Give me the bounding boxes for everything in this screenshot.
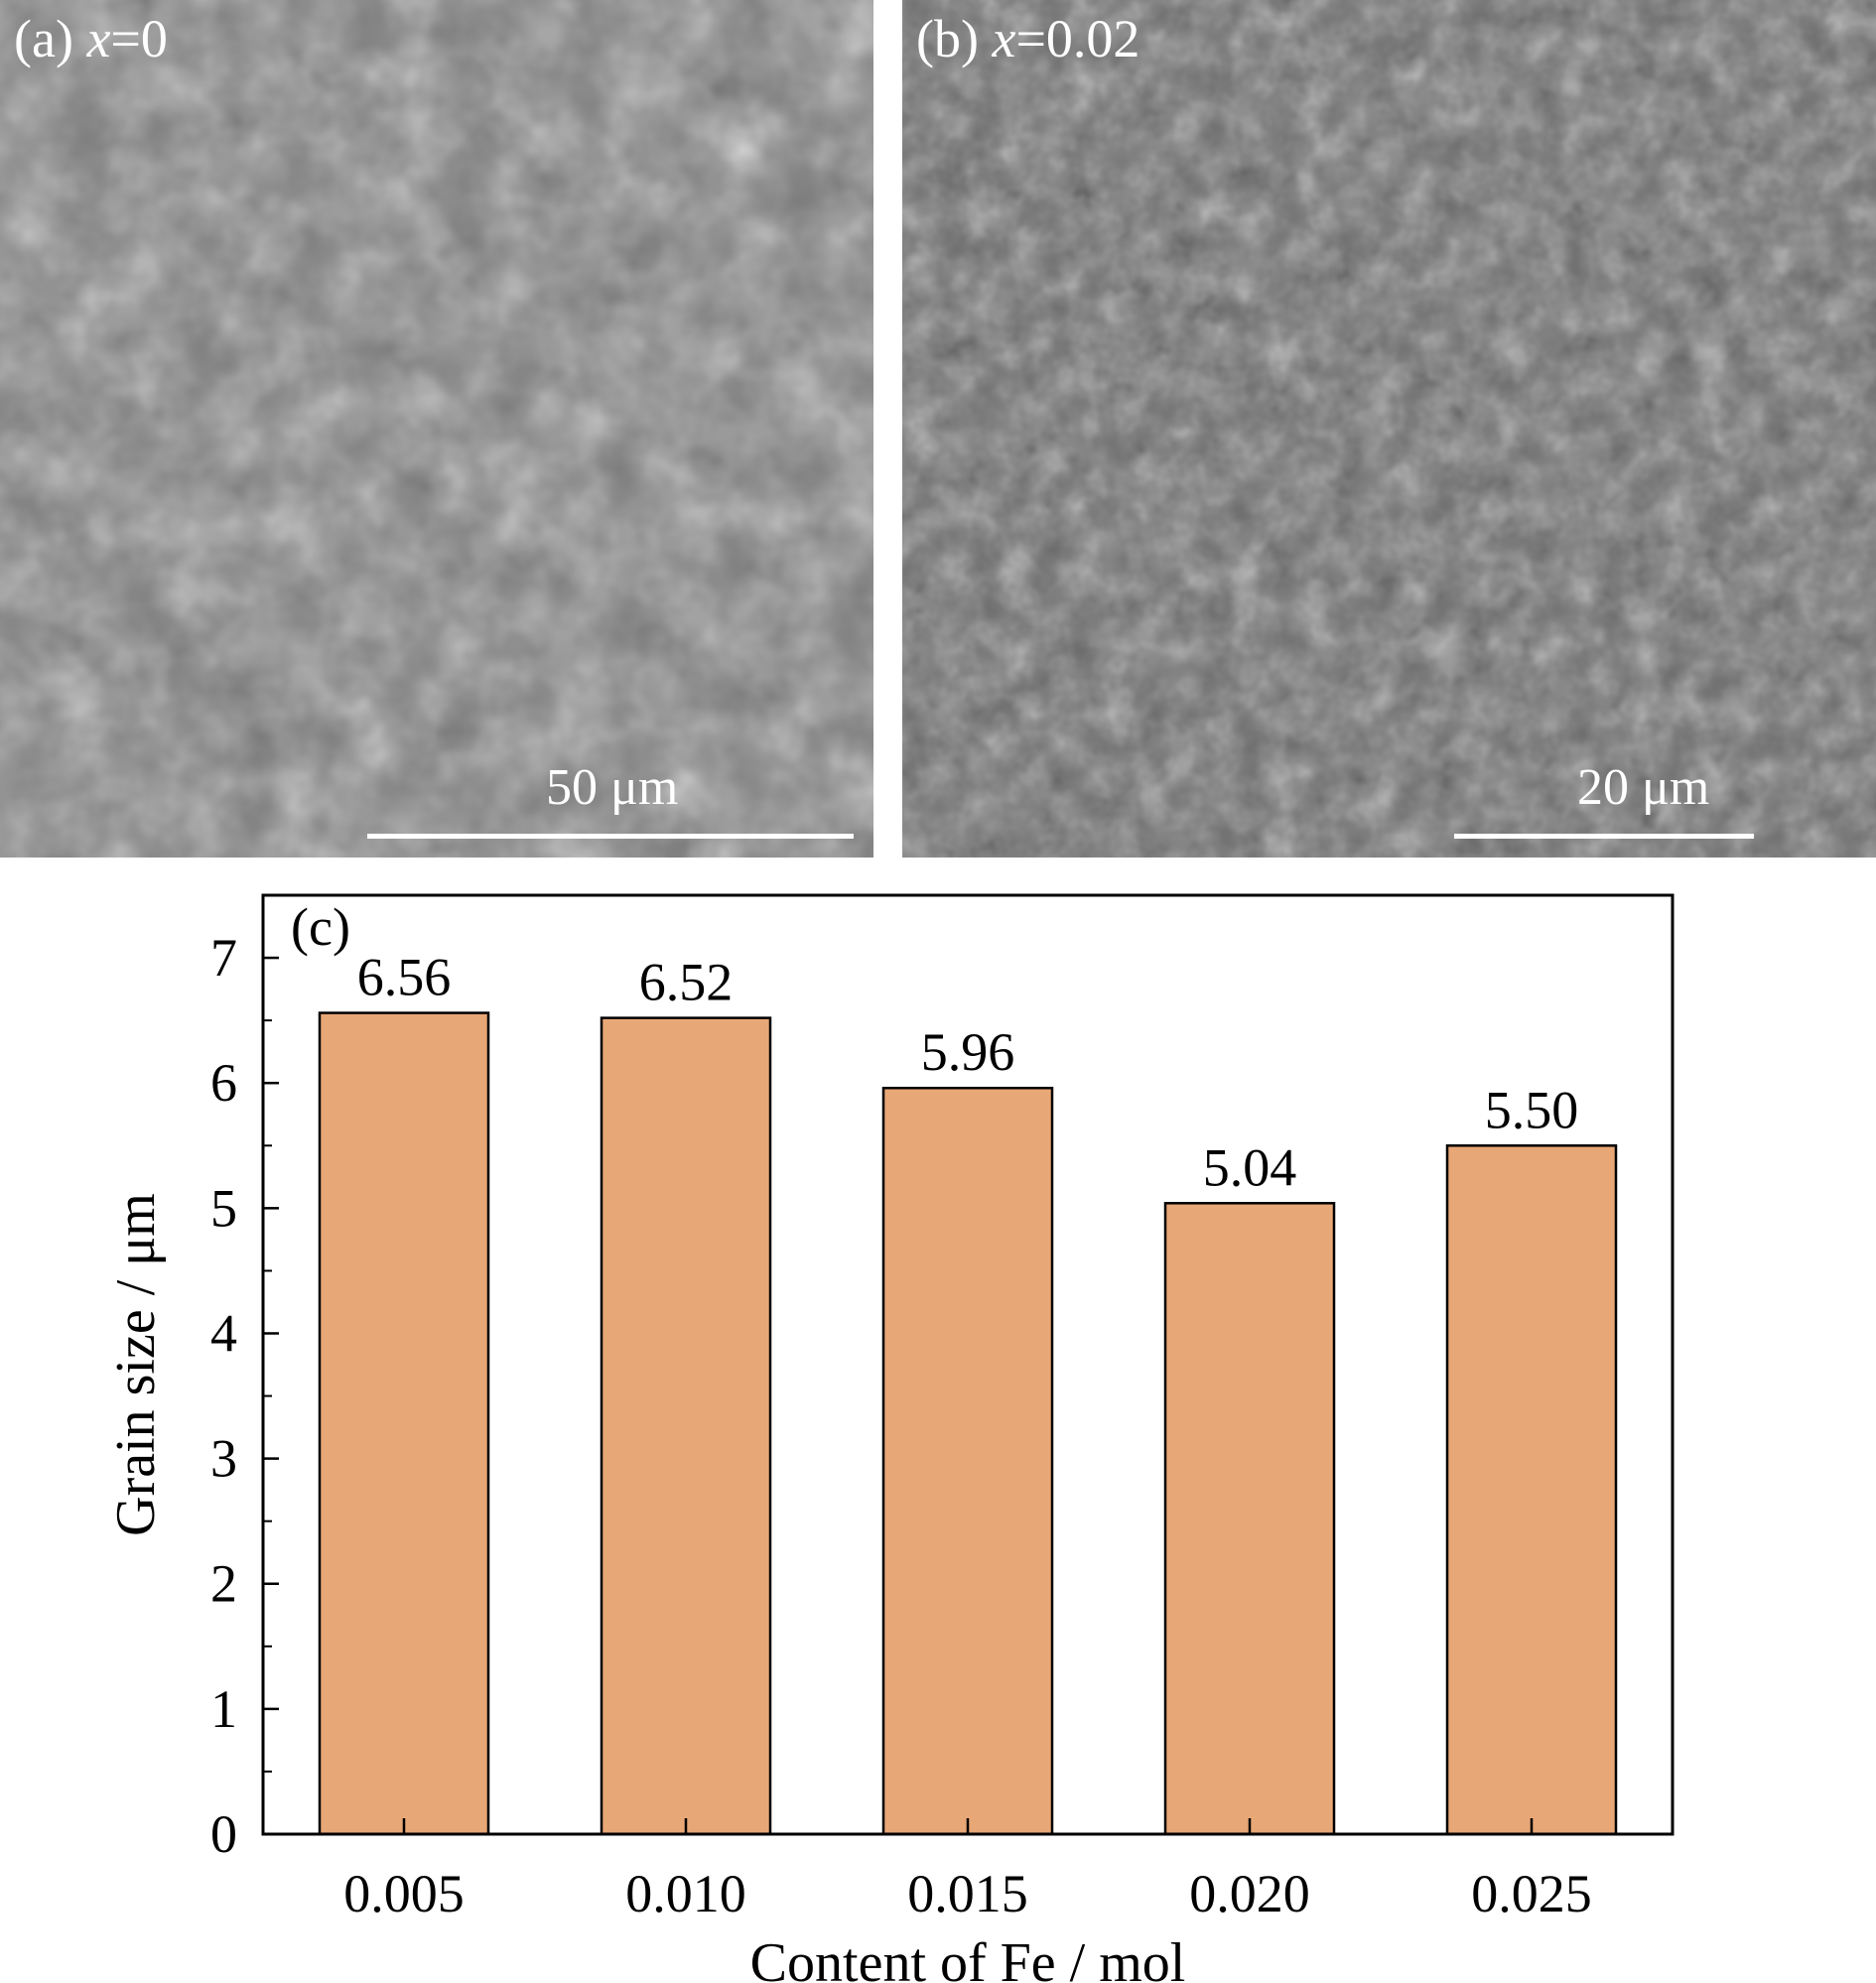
y-tick-label-4: 4 <box>210 1303 237 1363</box>
y-tick-label-7: 7 <box>210 928 237 988</box>
y-tick-label-1: 1 <box>210 1679 237 1739</box>
sem-image-b: (b) x=0.02 20 μm <box>902 0 1876 858</box>
bar-0.020 <box>1163 1202 1336 1836</box>
data-label-0.005: 6.56 <box>357 948 452 1007</box>
bar-0.010 <box>600 1016 772 1836</box>
panel-label-b: (b) x=0.02 <box>916 9 1140 68</box>
bar-series <box>318 1011 1618 1836</box>
chart-text: 6.56 0.005 6.52 0.010 5.96 0.015 5.04 0.020 5.50… <box>105 897 1592 1983</box>
y-tick-label-0: 0 <box>210 1804 237 1864</box>
panel-label-a: (a) x=0 <box>14 9 168 68</box>
y-tick-label-6: 6 <box>210 1053 237 1113</box>
scale-bar-label-a: 50 μm <box>546 759 679 816</box>
grain-size-chart: 6.56 0.005 6.52 0.010 5.96 0.015 5.04 0.020 5.50… <box>105 893 1675 1983</box>
x-tick-label-0.020: 0.020 <box>1189 1864 1310 1923</box>
scale-bar-a <box>367 834 854 839</box>
data-label-0.010: 6.52 <box>639 953 734 1012</box>
y-tick-label-3: 3 <box>210 1429 237 1489</box>
bar-0.005 <box>318 1011 490 1836</box>
sem-image-a: (a) x=0 50 μm <box>0 0 873 858</box>
sem-texture-a <box>0 0 873 858</box>
data-label-0.020: 5.04 <box>1203 1137 1297 1197</box>
y-tick-label-2: 2 <box>210 1554 237 1614</box>
scale-bar-label-b: 20 μm <box>1577 759 1710 816</box>
x-axis-title: Content of Fe / mol <box>750 1932 1186 1983</box>
data-label-0.015: 5.96 <box>921 1022 1015 1082</box>
x-tick-label-0.005: 0.005 <box>343 1864 465 1923</box>
scale-bar-b <box>1454 834 1754 839</box>
bar-0.015 <box>881 1086 1054 1836</box>
x-tick-label-0.010: 0.010 <box>625 1864 746 1923</box>
data-label-0.025: 5.50 <box>1485 1080 1579 1139</box>
y-tick-label-5: 5 <box>210 1178 237 1238</box>
y-axis-title: Grain size / μm <box>105 1193 167 1536</box>
plot-frame <box>261 893 1675 1836</box>
x-tick-label-0.015: 0.015 <box>907 1864 1028 1923</box>
panel-label-c: (c) <box>291 897 350 957</box>
x-tick-label-0.025: 0.025 <box>1471 1864 1592 1923</box>
sem-texture-b <box>902 0 1876 858</box>
bar-0.025 <box>1445 1144 1618 1836</box>
